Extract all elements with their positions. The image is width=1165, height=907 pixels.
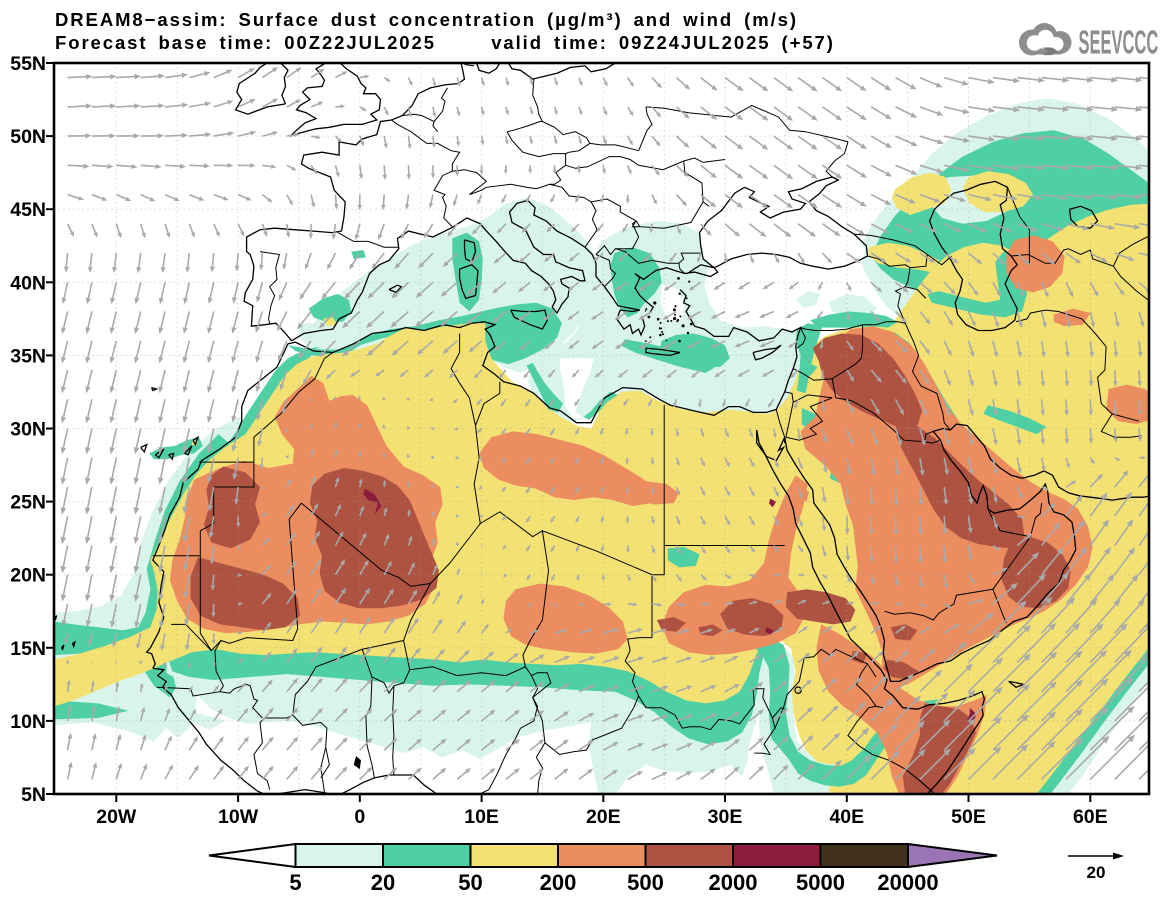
svg-text:0: 0 <box>354 806 365 828</box>
svg-text:5N: 5N <box>21 784 46 806</box>
svg-text:500: 500 <box>627 870 664 895</box>
svg-text:55N: 55N <box>10 53 46 75</box>
svg-text:5: 5 <box>289 870 301 895</box>
svg-text:35N: 35N <box>10 345 46 367</box>
svg-text:40N: 40N <box>10 272 46 294</box>
svg-text:10E: 10E <box>464 806 499 828</box>
svg-text:40E: 40E <box>829 806 864 828</box>
svg-text:10N: 10N <box>10 711 46 733</box>
svg-text:50N: 50N <box>10 126 46 148</box>
svg-text:20N: 20N <box>10 565 46 587</box>
svg-text:60E: 60E <box>1073 806 1108 828</box>
svg-text:30E: 30E <box>708 806 743 828</box>
svg-text:Forecast base time: 00Z22JUL20: Forecast base time: 00Z22JUL2025 valid t… <box>55 32 835 53</box>
svg-text:DREAM8−assim: Surface dust con: DREAM8−assim: Surface dust concentration… <box>55 9 798 30</box>
svg-text:50E: 50E <box>951 806 986 828</box>
svg-text:5000: 5000 <box>796 870 845 895</box>
svg-text:45N: 45N <box>10 199 46 221</box>
svg-text:25N: 25N <box>10 492 46 514</box>
svg-text:20000: 20000 <box>877 870 938 895</box>
svg-text:50: 50 <box>458 870 482 895</box>
svg-text:15N: 15N <box>10 638 46 660</box>
svg-text:20E: 20E <box>586 806 621 828</box>
svg-text:200: 200 <box>540 870 577 895</box>
svg-text:2000: 2000 <box>709 870 758 895</box>
svg-text:20: 20 <box>371 870 395 895</box>
svg-text:10W: 10W <box>218 806 259 828</box>
svg-text:20W: 20W <box>96 806 137 828</box>
svg-text:30N: 30N <box>10 419 46 441</box>
svg-text:SEEVCCC: SEEVCCC <box>1079 23 1159 61</box>
svg-text:20: 20 <box>1087 863 1106 882</box>
